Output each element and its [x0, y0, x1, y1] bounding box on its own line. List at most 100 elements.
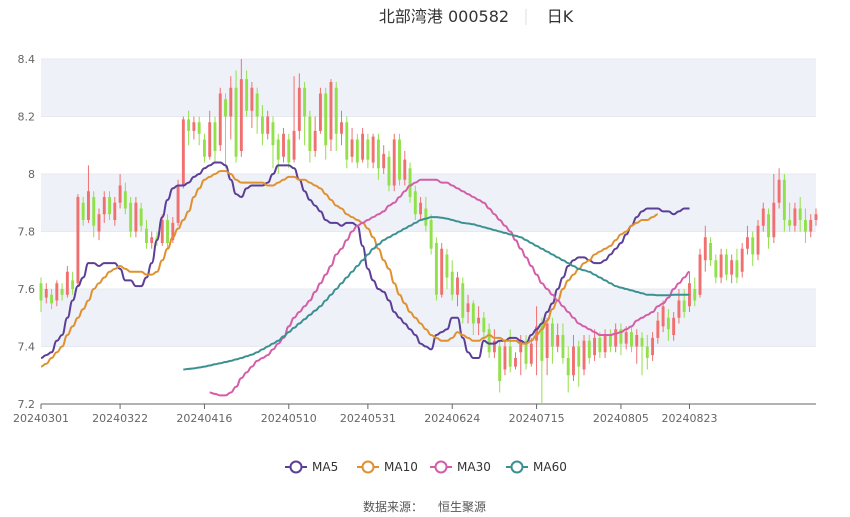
candle [529, 337, 533, 367]
candle [682, 289, 686, 318]
candle-body [97, 214, 101, 232]
x-tick-label: 20240510 [261, 412, 317, 425]
candle-body [413, 191, 417, 215]
legend-item-ma10[interactable]: MA10 [357, 460, 418, 474]
candle-body [535, 326, 539, 341]
candle [239, 59, 243, 157]
candle-body [608, 335, 612, 347]
candle-body [482, 317, 486, 333]
legend-item-ma30[interactable]: MA30 [430, 460, 491, 474]
candle [672, 312, 676, 341]
candle-body [640, 337, 644, 347]
candle [809, 214, 813, 238]
candle [181, 116, 185, 189]
candle [661, 300, 665, 333]
candle [466, 294, 470, 324]
grid-band [41, 289, 816, 347]
candle [276, 133, 280, 174]
candle-body [250, 87, 254, 111]
candle-body [724, 254, 728, 275]
candle [329, 79, 333, 151]
candle-body [92, 197, 96, 226]
candle [44, 283, 48, 304]
candle-body [477, 317, 481, 324]
period-label[interactable]: 日K [547, 7, 574, 26]
source-name: 恒生聚源 [438, 500, 486, 514]
candle [814, 208, 818, 226]
candle [666, 309, 670, 341]
candle-body [445, 254, 449, 278]
candle-body [255, 93, 259, 117]
candle-body [419, 202, 423, 215]
legend-item-ma60[interactable]: MA60 [506, 460, 567, 474]
candle [424, 197, 428, 232]
y-axis: 7.2 7.4 7.6 7.8 8 8.2 8.4 [18, 53, 36, 411]
candle-body [703, 237, 707, 261]
series-line-ma30 [209, 178, 690, 397]
candle-body [60, 289, 64, 295]
candle-body [355, 139, 359, 163]
candle-body [55, 283, 59, 301]
candle [208, 110, 212, 160]
candle [55, 280, 59, 307]
legend-item-ma5[interactable]: MA5 [285, 460, 338, 474]
candle-body [740, 248, 744, 272]
candle [550, 317, 554, 364]
candle [804, 208, 807, 243]
grid [41, 58, 816, 405]
x-tick-label: 20240416 [176, 412, 232, 425]
candle [176, 179, 180, 226]
candle [271, 116, 275, 169]
candle [724, 248, 728, 281]
candle [487, 323, 491, 358]
candle-body [514, 358, 517, 367]
candle-body [197, 122, 201, 134]
candle-body [176, 185, 180, 223]
candle-body [160, 220, 164, 243]
candle [144, 220, 148, 249]
candle [761, 202, 765, 232]
legend-label: MA60 [533, 460, 567, 474]
candle-body [76, 197, 80, 284]
candle-body [387, 156, 391, 186]
series-line-ma60 [183, 216, 690, 371]
x-tick-label: 20240531 [340, 412, 396, 425]
y-tick-label: 7.2 [18, 398, 36, 411]
candle-body [714, 260, 718, 278]
candle [250, 82, 254, 128]
candle-body [334, 87, 338, 134]
candle [498, 340, 502, 393]
candle [735, 248, 739, 284]
candle [413, 185, 417, 220]
candle-body [155, 237, 159, 241]
candle-body [239, 79, 243, 151]
x-tick-label: 20240715 [509, 412, 565, 425]
candle [477, 306, 481, 335]
chart-title: 北部湾港 000582 [379, 7, 509, 26]
candle [635, 329, 639, 364]
candle [577, 340, 581, 387]
candle-body [572, 346, 575, 376]
candle-body [192, 122, 196, 131]
candle-body [266, 116, 270, 134]
candle [350, 128, 354, 163]
candle [371, 133, 375, 169]
candle [614, 323, 618, 353]
ma-lines [40, 161, 690, 397]
candle-body [303, 87, 307, 117]
y-tick-label: 8.2 [18, 111, 36, 124]
candle-body [108, 197, 111, 215]
candle [471, 300, 475, 335]
candle [482, 312, 486, 341]
candle-body [144, 228, 148, 243]
candle-body [545, 323, 549, 358]
candle-body [466, 303, 470, 312]
candle-body [44, 289, 48, 298]
candle-body [434, 243, 438, 295]
candle-body [313, 130, 317, 151]
candle [39, 277, 43, 312]
candle-body [202, 139, 206, 157]
candle [292, 76, 296, 163]
candle-body [392, 139, 396, 186]
candle-body [577, 346, 581, 367]
